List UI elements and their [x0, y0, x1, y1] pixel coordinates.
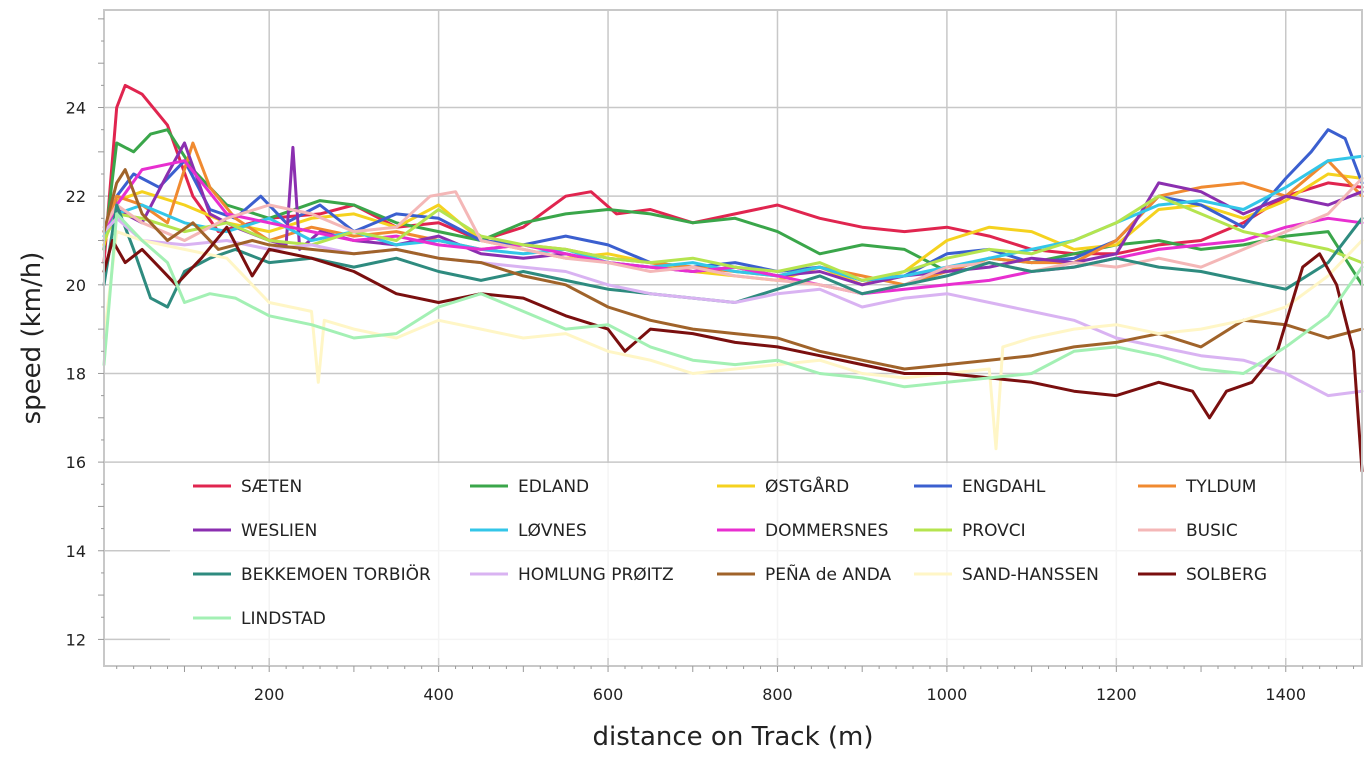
- legend-label: BUSIC: [1186, 521, 1238, 541]
- legend-label: TYLDUM: [1185, 477, 1256, 497]
- y-tick-label: 24: [66, 99, 86, 118]
- legend-label: WESLIEN: [241, 521, 317, 541]
- y-tick-label: 18: [66, 364, 86, 383]
- legend-label: BEKKEMOEN TORBIÖR: [241, 563, 431, 585]
- x-tick-label: 1000: [927, 685, 968, 704]
- legend-label: LØVNES: [518, 521, 587, 541]
- y-tick-label: 22: [66, 187, 86, 206]
- legend-label: LINDSTAD: [241, 609, 326, 629]
- x-axis-title: distance on Track (m): [593, 722, 874, 752]
- y-axis-title: speed (km/h): [17, 252, 47, 425]
- y-tick-label: 20: [66, 276, 86, 295]
- legend-label: PEÑA de ANDA: [765, 563, 892, 585]
- series-line: [102, 216, 1364, 398]
- y-tick-label: 12: [66, 630, 86, 649]
- series-line: [102, 212, 1364, 389]
- x-tick-label: 800: [762, 685, 793, 704]
- legend: SÆTEN EDLAND ØSTGÅRD ENGDAHL TYLDUM WESLIEN LØ…: [193, 475, 1267, 629]
- legend-label: SAND-HANSSEN: [962, 565, 1099, 585]
- series-line: [102, 159, 1364, 296]
- plot-frame: [103, 9, 1363, 667]
- legend-label: ENGDAHL: [962, 477, 1046, 497]
- y-tick-labels: 12 14 16 18 20 22 24: [66, 99, 86, 650]
- y-tick-label: 16: [66, 453, 86, 472]
- series-line: [102, 154, 1364, 282]
- x-tick-label: 1400: [1265, 685, 1306, 704]
- series-line: [102, 168, 1364, 371]
- legend-label: ØSTGÅRD: [765, 475, 849, 497]
- x-tick-label: 400: [423, 685, 454, 704]
- y-tick-label: 14: [66, 542, 86, 561]
- legend-label: SOLBERG: [1186, 565, 1267, 585]
- x-tick-label: 1200: [1096, 685, 1137, 704]
- legend-label: EDLAND: [518, 477, 589, 497]
- legend-background: [170, 463, 1360, 658]
- series-line: [102, 194, 1364, 282]
- series-lines: [102, 83, 1364, 473]
- legend-label: SÆTEN: [241, 477, 302, 497]
- legend-label: PROVCI: [962, 521, 1026, 541]
- x-tick-labels: 200 400 600 800 1000 1200 1400: [254, 685, 1306, 704]
- x-tick-label: 600: [593, 685, 624, 704]
- series-line: [102, 225, 1364, 473]
- series-line: [102, 172, 1364, 287]
- legend-label: DOMMERSNES: [765, 521, 888, 541]
- series-line: [102, 230, 1364, 451]
- legend-box: [170, 463, 1360, 658]
- series-line: [102, 83, 1364, 265]
- x-tick-label: 200: [254, 685, 285, 704]
- legend-label: HOMLUNG PRØITZ: [518, 565, 674, 585]
- minor-ticks: [98, 18, 1355, 672]
- series-line: [102, 176, 1364, 296]
